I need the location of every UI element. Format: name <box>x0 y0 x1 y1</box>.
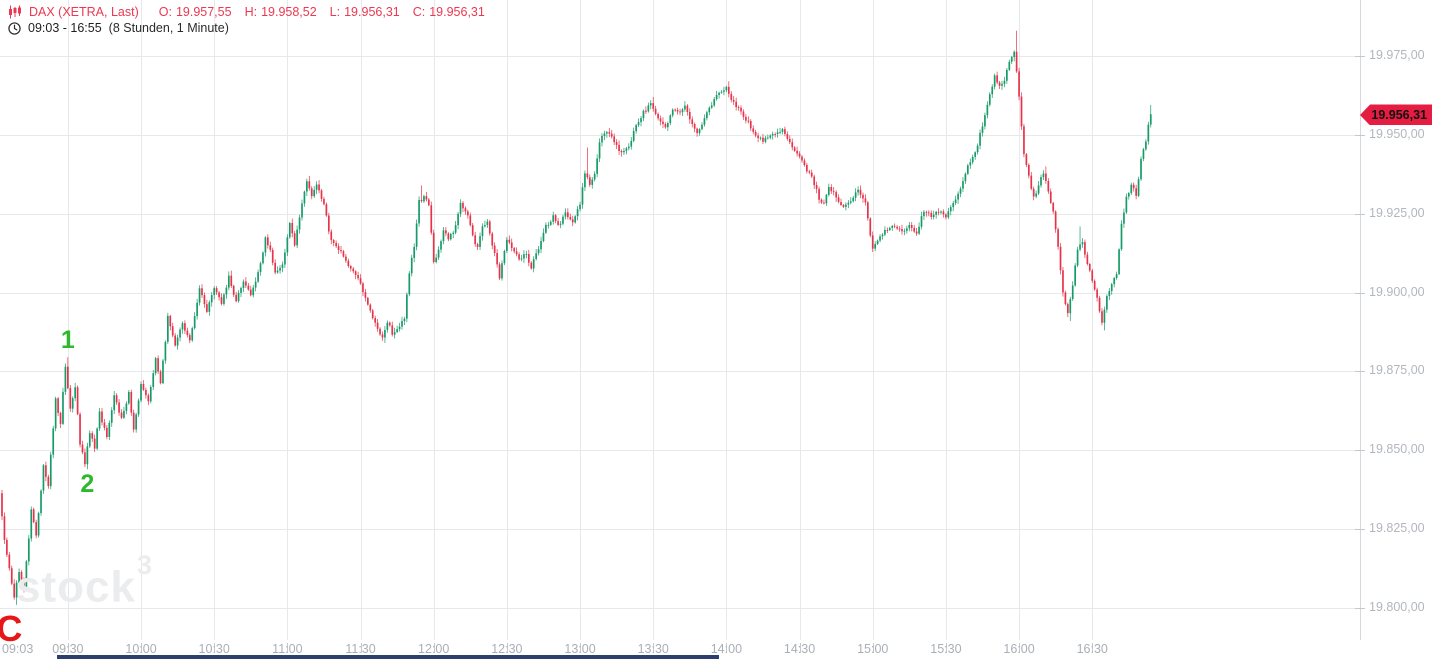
ohlc-value: 19.956,31 <box>429 5 485 19</box>
grid-lines <box>0 0 1360 640</box>
time-axis-label: 10:30 <box>198 642 230 656</box>
last-price-tag: 19.956,31 <box>1360 104 1432 126</box>
time-axis-label: 10:00 <box>125 642 157 656</box>
price-axis-label: 19.925,00 <box>1369 205 1425 220</box>
time-axis-label: 12:30 <box>491 642 523 656</box>
time-axis-label: 09:30 <box>52 642 84 656</box>
timeframe-header: 09:03 - 16:55 (8 Stunden, 1 Minute) <box>8 21 229 35</box>
ohlc-item: H: 19.958,52 <box>245 5 317 19</box>
wave-count-annotation-c: C <box>0 607 23 649</box>
price-axis-label: 19.900,00 <box>1369 284 1425 299</box>
time-axis-label: 13:30 <box>637 642 669 656</box>
ohlc-label: C: <box>412 5 426 19</box>
ohlc-label: H: <box>244 5 258 19</box>
wave-count-annotation-1: 1 <box>60 325 75 354</box>
candles-up-path <box>15 50 1152 605</box>
candles-down-path <box>1 30 1137 600</box>
ohlc-label: L: <box>329 5 341 19</box>
time-axis-label: 16:30 <box>1076 642 1108 656</box>
time-axis-label: 16:00 <box>1003 642 1035 656</box>
ohlc-values: O: 19.957,55 H: 19.958,52 L: 19.956,31 C: 19.95… <box>159 5 485 19</box>
symbol-name: DAX (XETRA, Last) <box>29 5 139 19</box>
time-axis-label: 09:03 <box>2 642 34 656</box>
price-axis-label: 19.825,00 <box>1369 521 1425 536</box>
time-axis-label: 13:00 <box>564 642 596 656</box>
time-axis-label: 11:30 <box>345 642 376 656</box>
time-axis-label: 15:00 <box>857 642 889 656</box>
symbol-header: DAX (XETRA, Last) O: 19.957,55 H: 19.958,52… <box>8 5 485 19</box>
time-axis-label: 14:00 <box>710 642 743 656</box>
price-axis-label: 19.950,00 <box>1369 126 1425 141</box>
axis-ticks <box>68 56 1365 653</box>
session-range: 09:03 - 16:55 <box>28 21 102 35</box>
watermark-sup: 3 <box>136 550 153 580</box>
bottom-range-bar[interactable] <box>57 655 719 659</box>
last-price-value: 19.956,31 <box>1371 107 1427 122</box>
watermark-text: stock <box>16 562 136 612</box>
time-axis-label: 11:00 <box>272 642 303 656</box>
stock3-watermark: stock3 <box>16 552 152 612</box>
time-axis-label: 12:00 <box>418 642 450 656</box>
price-axis-label: 19.975,00 <box>1369 48 1425 62</box>
time-axis-label: 15:30 <box>930 642 962 656</box>
candlestick-icon <box>9 5 21 19</box>
price-axis-label: 19.800,00 <box>1369 600 1425 614</box>
time-axis-label: 14:30 <box>783 642 816 656</box>
ohlc-value: 19.957,55 <box>175 5 232 19</box>
clock-icon <box>8 21 21 35</box>
ohlc-item: O: 19.957,55 <box>159 5 232 19</box>
ohlc-item: L: 19.956,31 <box>330 5 400 19</box>
ohlc-label: O: <box>158 5 172 19</box>
price-axis-label: 19.850,00 <box>1369 442 1425 457</box>
ohlc-value: 19.956,31 <box>344 5 400 19</box>
ohlc-item: C: 19.956,31 <box>413 5 485 19</box>
wave-count-annotation-2: 2 <box>80 470 95 499</box>
price-axis-label: 19.875,00 <box>1369 363 1425 378</box>
ohlc-value: 19.958,52 <box>261 5 317 19</box>
interval-label: (8 Stunden, 1 Minute) <box>108 21 229 35</box>
